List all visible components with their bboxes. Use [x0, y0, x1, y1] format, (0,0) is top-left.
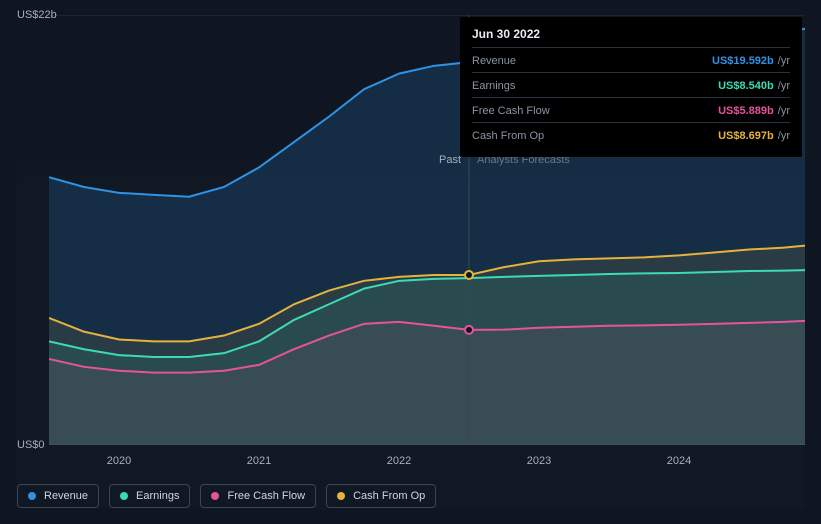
legend: Revenue Earnings Free Cash Flow Cash From O… [17, 484, 436, 508]
legend-item-revenue[interactable]: Revenue [17, 484, 99, 508]
legend-item-cash_from_op[interactable]: Cash From Op [326, 484, 436, 508]
tooltip-value: US$8.697b [718, 130, 774, 142]
tooltip-row: Revenue US$19.592b/yr [472, 47, 790, 72]
legend-dot-icon [211, 492, 219, 500]
x-axis-label: 2022 [387, 455, 411, 467]
tooltip-key: Free Cash Flow [472, 105, 550, 117]
tooltip-row: Cash From Op US$8.697b/yr [472, 122, 790, 147]
legend-label: Revenue [44, 490, 88, 502]
legend-label: Earnings [136, 490, 179, 502]
tooltip-value: US$5.889b [718, 105, 774, 117]
tooltip-key: Cash From Op [472, 130, 544, 142]
tooltip-unit: /yr [778, 105, 790, 117]
legend-item-earnings[interactable]: Earnings [109, 484, 190, 508]
tooltip-key: Revenue [472, 55, 516, 67]
x-axis-label: 2020 [107, 455, 131, 467]
legend-dot-icon [28, 492, 36, 500]
tooltip-row: Free Cash Flow US$5.889b/yr [472, 97, 790, 122]
legend-label: Cash From Op [353, 490, 425, 502]
tooltip-value: US$8.540b [718, 80, 774, 92]
tooltip-unit: /yr [778, 55, 790, 67]
x-axis-label: 2024 [667, 455, 691, 467]
y-axis-label: US$0 [17, 439, 45, 451]
legend-dot-icon [337, 492, 345, 500]
legend-dot-icon [120, 492, 128, 500]
legend-label: Free Cash Flow [227, 490, 305, 502]
tooltip-unit: /yr [778, 130, 790, 142]
x-axis-label: 2021 [247, 455, 271, 467]
hover-tooltip: Jun 30 2022 RevenueUS$19.592b/yrEarnings… [460, 17, 802, 157]
x-axis-label: 2023 [527, 455, 551, 467]
legend-item-free_cash_flow[interactable]: Free Cash Flow [200, 484, 316, 508]
tooltip-unit: /yr [778, 80, 790, 92]
y-axis-label: US$22b [17, 9, 57, 21]
past-label: Past [439, 154, 461, 166]
tooltip-value: US$19.592b [712, 55, 774, 67]
tooltip-row: Earnings US$8.540b/yr [472, 72, 790, 97]
tooltip-key: Earnings [472, 80, 515, 92]
tooltip-date: Jun 30 2022 [472, 27, 790, 47]
